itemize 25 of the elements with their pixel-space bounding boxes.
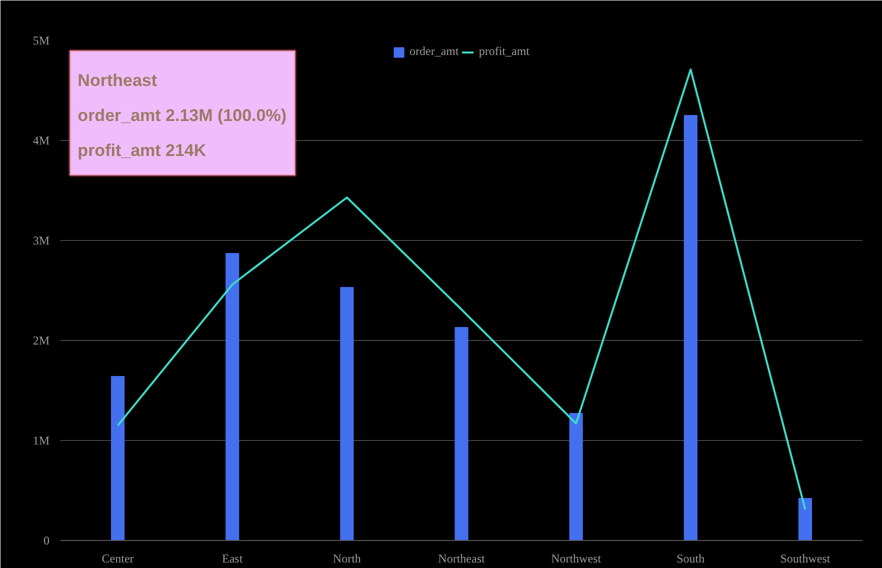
bar	[684, 115, 698, 540]
annotation: order_amt 2.13M (100.0%)	[78, 106, 287, 125]
legend-label: profit_amt	[478, 44, 530, 59]
x-tick-label: Southwest	[780, 552, 831, 566]
x-tick-label: East	[222, 552, 244, 566]
bar	[110, 376, 125, 540]
bar	[798, 498, 812, 540]
x-tick-label: South	[676, 552, 705, 566]
y-tick-label: 5M	[32, 34, 50, 48]
y-tick-label: 2M	[32, 334, 50, 348]
x-tick-label: Northeast	[438, 552, 486, 566]
y-tick-label: 4M	[32, 134, 50, 148]
legend-label: order_amt	[410, 44, 459, 59]
annotation: profit_amt 214K	[78, 141, 207, 160]
bar	[226, 253, 240, 540]
y-tick-label: 1M	[32, 434, 50, 448]
bar	[454, 327, 468, 540]
annotation: Northeast	[78, 71, 158, 90]
x-tick-label: Center	[102, 552, 134, 566]
y-tick-label: 0	[44, 534, 50, 548]
x-tick-label: North	[332, 552, 361, 566]
bar	[569, 413, 583, 540]
y-tick-label: 3M	[32, 234, 50, 248]
x-tick-label: Northwest	[551, 552, 602, 566]
bar	[340, 287, 354, 540]
